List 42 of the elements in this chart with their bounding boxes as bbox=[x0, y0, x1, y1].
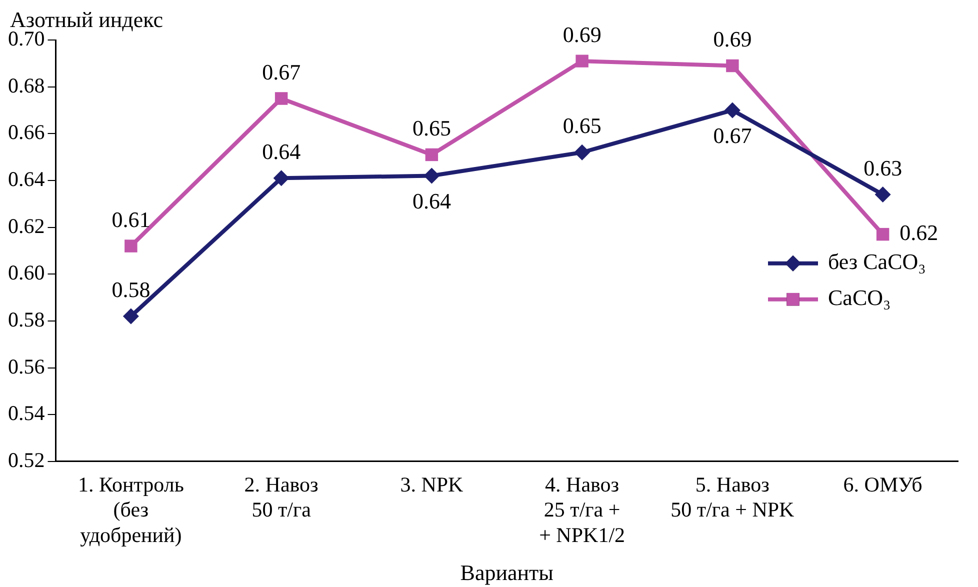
data-label: 0.67 bbox=[713, 123, 752, 148]
data-label: 0.61 bbox=[112, 206, 150, 232]
point bbox=[122, 308, 139, 324]
point bbox=[576, 54, 588, 68]
x-tick-label: 1. Контроль (без удобрений) bbox=[78, 472, 184, 547]
y-tick-label: 0.54 bbox=[8, 401, 46, 426]
point bbox=[425, 148, 438, 162]
data-label: 0.65 bbox=[562, 113, 602, 138]
data-label: 0.62 bbox=[900, 220, 938, 246]
y-tick-label: 0.52 bbox=[8, 448, 45, 472]
point bbox=[874, 186, 891, 203]
x-tick-label: 4. Навоз 25 т/га + + NPK1/2 bbox=[539, 472, 626, 547]
data-label: 0.58 bbox=[112, 277, 150, 302]
data-label: 0.64 bbox=[412, 188, 451, 214]
x-tick-label: 5. Навоз 50 т/га + NPK bbox=[670, 472, 794, 522]
point bbox=[574, 144, 590, 160]
legend-label: CaCO₃ bbox=[828, 285, 891, 310]
data-label: 0.69 bbox=[713, 26, 752, 52]
y-tick-label: 0.58 bbox=[8, 307, 45, 332]
y-tick-label: 0.64 bbox=[8, 166, 46, 191]
data-label: 0.64 bbox=[262, 138, 301, 164]
point bbox=[273, 170, 290, 186]
y-tick-label: 0.62 bbox=[8, 214, 45, 238]
y-tick-label: 0.56 bbox=[8, 354, 45, 378]
point bbox=[124, 240, 138, 252]
y-tick-label: 0.68 bbox=[8, 73, 45, 98]
x-tick-label: 2. Навоз 50 т/га bbox=[244, 472, 318, 522]
y-tick-label: 0.66 bbox=[8, 120, 45, 144]
point bbox=[726, 59, 739, 72]
data-label: 0.67 bbox=[262, 59, 301, 84]
x-tick-label: 3. NPK bbox=[400, 472, 464, 497]
data-label: 0.65 bbox=[412, 115, 451, 140]
point bbox=[724, 102, 740, 118]
y-tick-label: 0.60 bbox=[8, 260, 45, 285]
x-tick-label: 6. ОМУб bbox=[843, 472, 922, 497]
data-label: 0.69 bbox=[562, 22, 602, 47]
point bbox=[274, 92, 288, 105]
point bbox=[424, 168, 440, 184]
data-label: 0.63 bbox=[864, 155, 902, 180]
x-axis-title: Варианты bbox=[460, 560, 554, 585]
point bbox=[876, 228, 890, 241]
legend-label: без CaCO₃ bbox=[828, 249, 926, 274]
